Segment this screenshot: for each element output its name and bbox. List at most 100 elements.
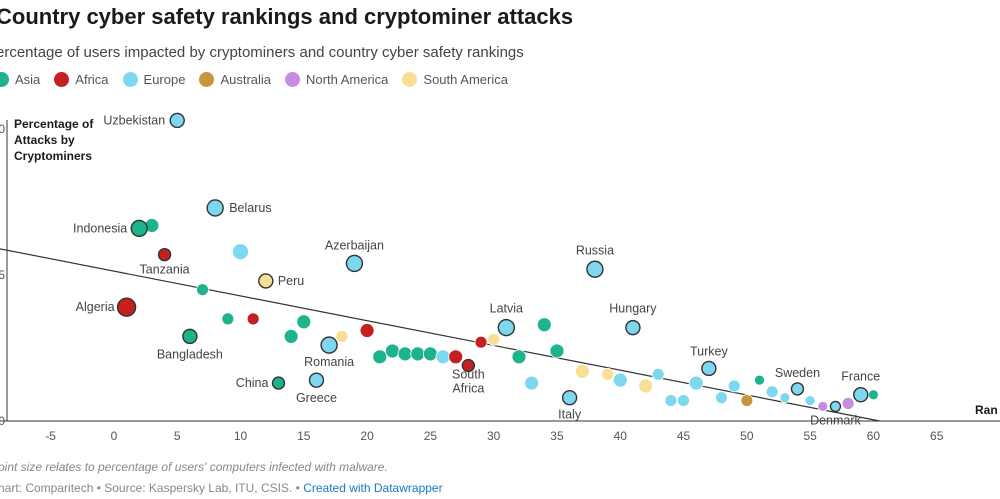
data-point	[221, 312, 235, 326]
data-point	[511, 349, 527, 365]
data-point	[372, 349, 388, 365]
y-tick-label: 0	[0, 122, 5, 136]
scatter-chart: 050-5 0 5 10 15 20 25 30 35 40 45 50 55 60 65Percentag…	[0, 112, 1000, 443]
data-point	[701, 360, 717, 377]
data-point	[524, 375, 540, 391]
data-point	[461, 358, 476, 373]
data-point	[410, 346, 426, 362]
data-point	[664, 394, 678, 407]
x-tick-label: 5	[174, 429, 181, 443]
data-point	[345, 254, 364, 273]
point-label: Indonesia	[73, 221, 127, 235]
data-point	[601, 367, 614, 381]
data-point	[574, 363, 590, 379]
point-label: Belarus	[229, 201, 271, 215]
point-label: Hungary	[609, 302, 657, 316]
trend-line	[0, 248, 880, 422]
data-point	[715, 391, 728, 405]
chart-subtitle: ercentage of users impacted by cryptomin…	[0, 44, 524, 61]
y-tick-label: 5	[0, 268, 5, 282]
data-point	[688, 375, 704, 391]
legend-label: Europe	[143, 72, 186, 87]
data-point	[817, 401, 829, 412]
x-tick-label: 45	[677, 429, 691, 443]
y-tick-label: 0	[0, 414, 5, 428]
data-point	[397, 346, 413, 362]
data-point	[130, 219, 148, 238]
x-tick-label: 30	[487, 429, 501, 443]
x-tick-label: 65	[930, 429, 944, 443]
data-point	[157, 247, 172, 262]
point-label: Latvia	[490, 302, 523, 316]
data-point	[359, 323, 375, 338]
data-point	[116, 297, 137, 317]
legend-label: South America	[423, 72, 508, 87]
data-point	[779, 392, 791, 404]
legend-label: Australia	[220, 72, 272, 87]
data-point	[638, 378, 653, 394]
data-point	[677, 394, 690, 407]
data-point	[435, 349, 451, 365]
data-point	[841, 397, 855, 410]
data-point	[283, 328, 299, 344]
legend-swatch	[199, 72, 215, 87]
data-point	[296, 314, 312, 330]
data-point	[790, 382, 805, 396]
point-label: Greece	[296, 391, 337, 405]
chart-note: oint size relates to percentage of users…	[0, 460, 388, 474]
data-point	[740, 394, 754, 407]
point-label: France	[841, 370, 880, 384]
legend-swatch	[0, 72, 9, 87]
point-label: Algeria	[76, 300, 115, 314]
point-label: Sweden	[775, 366, 820, 380]
data-point	[829, 400, 842, 413]
data-point	[232, 243, 249, 261]
data-point	[487, 332, 501, 346]
x-tick-label: 50	[740, 429, 754, 443]
data-point	[320, 336, 338, 354]
point-label: Bangladesh	[157, 347, 223, 361]
point-label: Africa	[452, 382, 484, 396]
data-point	[853, 387, 869, 403]
data-point	[754, 374, 765, 386]
x-tick-label: 55	[803, 429, 817, 443]
data-point	[536, 317, 552, 333]
data-point	[612, 372, 628, 388]
x-axis-label: Ran	[975, 403, 998, 417]
legend-item-asia: Asia	[0, 72, 40, 87]
data-point	[308, 372, 325, 388]
data-point	[271, 376, 286, 390]
legend: Asia Africa Europe Australia North America So…	[0, 72, 508, 87]
legend-item-africa: Africa	[54, 72, 109, 87]
y-axis-label: Attacks by	[14, 133, 75, 147]
x-tick-label: 10	[234, 429, 248, 443]
data-point	[474, 335, 488, 349]
point-label: Azerbaijan	[325, 238, 384, 252]
data-point	[448, 349, 464, 365]
legend-swatch	[402, 72, 418, 87]
point-label: Uzbekistan	[103, 113, 165, 127]
point-label: China	[236, 376, 269, 390]
data-point	[182, 328, 198, 345]
data-point	[765, 385, 779, 399]
point-label: Tanzania	[140, 263, 190, 277]
legend-swatch	[54, 72, 70, 87]
y-axis-label: Cryptominers	[14, 149, 92, 163]
legend-swatch	[285, 72, 301, 87]
x-tick-label: 35	[550, 429, 564, 443]
x-tick-label: 60	[867, 429, 881, 443]
data-point	[169, 112, 185, 129]
data-point	[586, 260, 604, 278]
x-tick-label: 0	[111, 429, 118, 443]
x-tick-label: 40	[614, 429, 628, 443]
legend-label: North America	[306, 72, 389, 87]
data-point	[335, 329, 349, 343]
data-point	[651, 367, 665, 381]
data-point	[804, 395, 816, 406]
datawrapper-link[interactable]: Created with Datawrapper	[303, 481, 443, 495]
chart-footer: hart: Comparitech • Source: Kaspersky La…	[0, 481, 443, 495]
x-tick-label: -5	[45, 429, 56, 443]
legend-label: Africa	[75, 72, 109, 87]
data-point	[625, 319, 641, 336]
data-point	[246, 312, 260, 326]
